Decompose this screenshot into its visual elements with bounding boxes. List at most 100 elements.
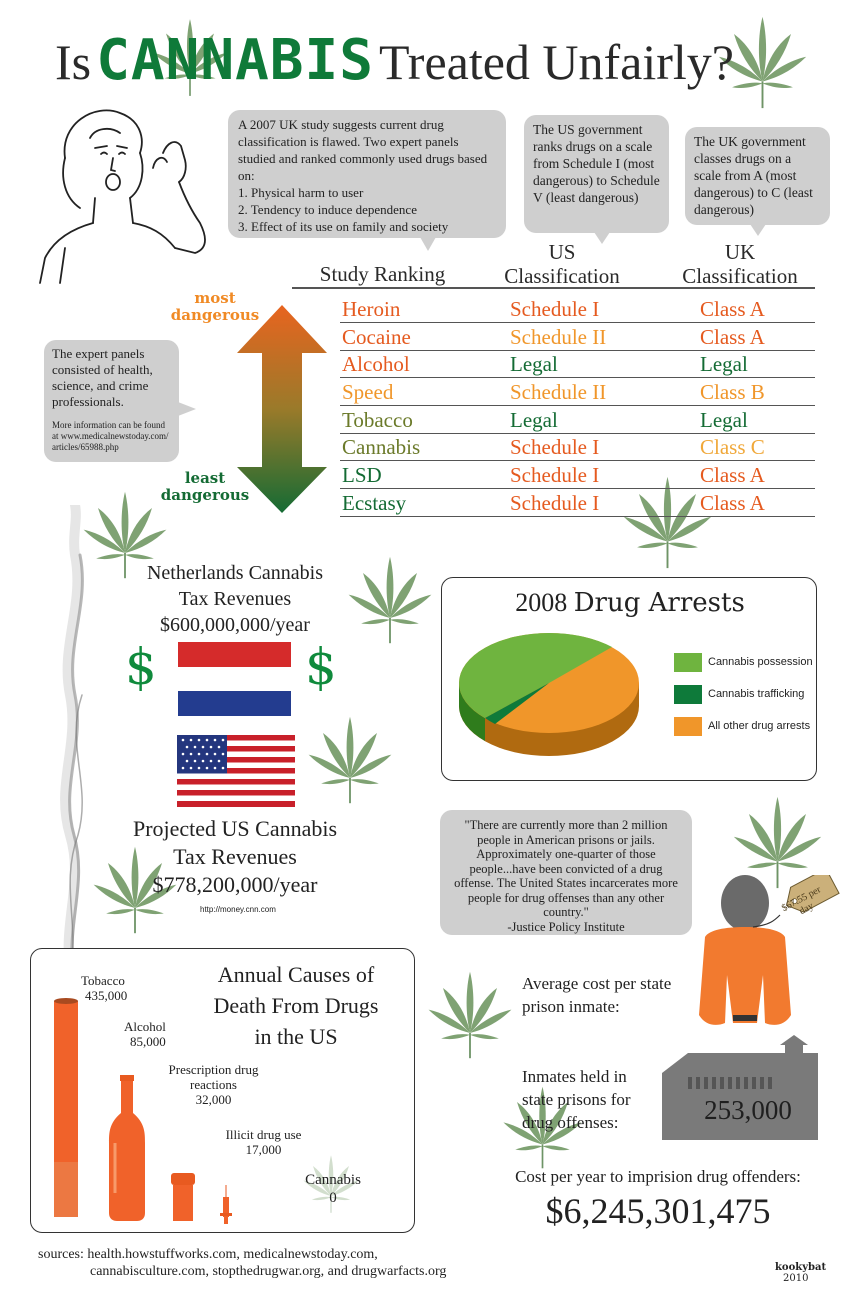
shouting-woman-illustration	[39, 109, 206, 284]
study-criterion: 2. Tendency to induce dependence	[238, 202, 417, 217]
arrow-label-bottom: least dangerous	[160, 469, 250, 504]
netherlands-flag-icon	[178, 642, 291, 716]
dollar-sign-icon: $	[305, 638, 337, 696]
quote-bubble: "There are currently more than 2 million…	[440, 810, 692, 935]
header-study-ranking: Study Ranking	[319, 262, 446, 286]
us-class: Schedule II	[510, 325, 607, 349]
study-bubble: A 2007 UK study suggests current drug cl…	[228, 110, 506, 238]
uk-class: Class A	[700, 325, 765, 349]
us-tax-line1: Projected US Cannabis	[132, 816, 338, 841]
death-item-value: 435,000	[85, 988, 128, 1003]
table-row: Ecstasy Schedule I Class A	[340, 489, 815, 517]
arrests-pie-chart	[459, 632, 639, 756]
cannabis-leaf-icon	[307, 715, 393, 805]
uk-class: Class A	[700, 463, 765, 487]
legend-swatch	[674, 653, 702, 672]
inmates-held-label: Inmates held in state prisons for drug o…	[522, 1067, 631, 1132]
cannabis-leaf-icon	[347, 555, 433, 645]
death-item-value: 85,000	[130, 1034, 166, 1049]
credit-year: 2010	[783, 1273, 809, 1284]
title-part-2: Treated Unfairly?	[379, 34, 734, 90]
netherlands-line2: Tax Revenues	[178, 588, 292, 610]
death-item-name: Prescription drug reactions	[168, 1062, 259, 1092]
inmates-held-count: 253,000	[704, 1095, 792, 1125]
death-item-name: Tobacco	[81, 973, 125, 988]
cost-amount: $6,245,301,475	[545, 1191, 771, 1231]
drug-name: Heroin	[342, 297, 401, 321]
deaths-panel: Annual Causes of Death From Drugs in the…	[30, 948, 415, 1233]
drug-name: LSD	[342, 463, 382, 487]
us-tax-source: http://money.cnn.com	[200, 905, 276, 914]
uk-class: Class B	[700, 380, 765, 404]
death-item-alcohol: Alcohol 85,000	[124, 1019, 166, 1049]
death-item-prescription: Prescription drug reactions 32,000	[166, 1062, 261, 1107]
arrests-title-text: Drug Arrests	[573, 588, 745, 618]
us-class: Schedule I	[510, 491, 600, 515]
death-item-name: Cannabis	[305, 1172, 361, 1188]
cigarette-icon	[54, 998, 78, 1217]
study-criterion: 3. Effect of its use on family and socie…	[238, 219, 449, 234]
table-row: Tobacco Legal Legal	[340, 406, 815, 434]
credit: kookybat 2010	[775, 1262, 826, 1284]
netherlands-line1: Netherlands Cannabis	[146, 562, 324, 584]
death-item-tobacco: Tobacco 435,000	[81, 973, 127, 1003]
header-uk-classification: UK Classification	[682, 240, 798, 288]
deaths-title-line: Annual Causes of	[217, 962, 375, 987]
drug-name: Cocaine	[342, 325, 411, 349]
us-flag-icon	[177, 735, 295, 807]
title-part-1: Is	[55, 34, 92, 90]
arrests-title-year: 2008	[515, 588, 568, 617]
credit-name: kookybat	[775, 1262, 827, 1273]
uk-class: Legal	[700, 352, 748, 376]
sources-line1: sources: health.howstuffworks.com, medic…	[38, 1247, 378, 1262]
cost-label: Cost per year to imprision drug offender…	[515, 1167, 801, 1186]
us-class: Schedule I	[510, 463, 600, 487]
arrests-title: 2008 Drug Arrests	[442, 588, 818, 618]
syringe-icon	[220, 1185, 232, 1224]
uk-class: Legal	[700, 408, 748, 432]
legend-label: All other drug arrests	[708, 720, 811, 732]
page-title: Is CANNABIS Treated Unfairly?	[55, 28, 734, 93]
netherlands-amount: $600,000,000/year	[160, 614, 310, 636]
drug-name: Speed	[342, 380, 394, 404]
deaths-title-line: in the US	[254, 1024, 338, 1049]
death-item-value: 0	[329, 1190, 337, 1206]
smoke-decoration	[60, 505, 84, 985]
study-criterion: 1. Physical harm to user	[238, 185, 364, 200]
uk-bubble: The UK government classes drugs on a sca…	[685, 127, 830, 225]
death-item-illicit: Illicit drug use 17,000	[216, 1127, 311, 1157]
uk-class: Class C	[700, 435, 765, 459]
death-item-value: 17,000	[245, 1142, 282, 1157]
us-class: Schedule II	[510, 380, 607, 404]
drug-name: Alcohol	[342, 352, 410, 376]
title-highlight: CANNABIS	[96, 28, 374, 93]
deaths-title-line: Death From Drugs	[213, 993, 379, 1018]
sources-line2: cannabisculture.com, stopthedrugwar.org,…	[90, 1264, 447, 1279]
us-bubble: The US government ranks drugs on a scale…	[524, 115, 669, 233]
header-us-classification: US Classification	[504, 240, 620, 288]
danger-scale-arrow	[237, 305, 327, 513]
drug-name: Ecstasy	[342, 491, 407, 515]
us-class: Legal	[510, 352, 558, 376]
table-row: Heroin Schedule I Class A	[340, 295, 815, 323]
uk-class: Class A	[700, 297, 765, 321]
drug-name: Tobacco	[342, 408, 413, 432]
death-item-name: Alcohol	[124, 1019, 166, 1034]
us-class: Legal	[510, 408, 558, 432]
legend-swatch	[674, 717, 702, 736]
table-row: Speed Schedule II Class B	[340, 378, 815, 406]
netherlands-heading: Netherlands Cannabis Tax Revenues $600,0…	[120, 560, 350, 638]
deaths-title: Annual Causes of Death From Drugs in the…	[181, 959, 411, 1052]
arrow-label-top: most dangerous	[170, 289, 260, 324]
quote-text: "There are currently more than 2 million…	[454, 818, 678, 919]
uk-class: Class A	[700, 491, 765, 515]
death-item-cannabis: Cannabis 0	[293, 1171, 373, 1207]
table-row: LSD Schedule I Class A	[340, 461, 815, 489]
inmate-figure-icon	[699, 875, 840, 1025]
quote-attribution: -Justice Policy Institute	[507, 919, 625, 934]
sources-text: sources: health.howstuffworks.com, medic…	[38, 1246, 446, 1280]
drug-name: Cannabis	[342, 435, 421, 459]
legend-swatch	[674, 685, 702, 704]
more-info-text: More information can be found at www.med…	[52, 420, 169, 452]
panels-text: The expert panels consisted of health, s…	[52, 346, 153, 409]
